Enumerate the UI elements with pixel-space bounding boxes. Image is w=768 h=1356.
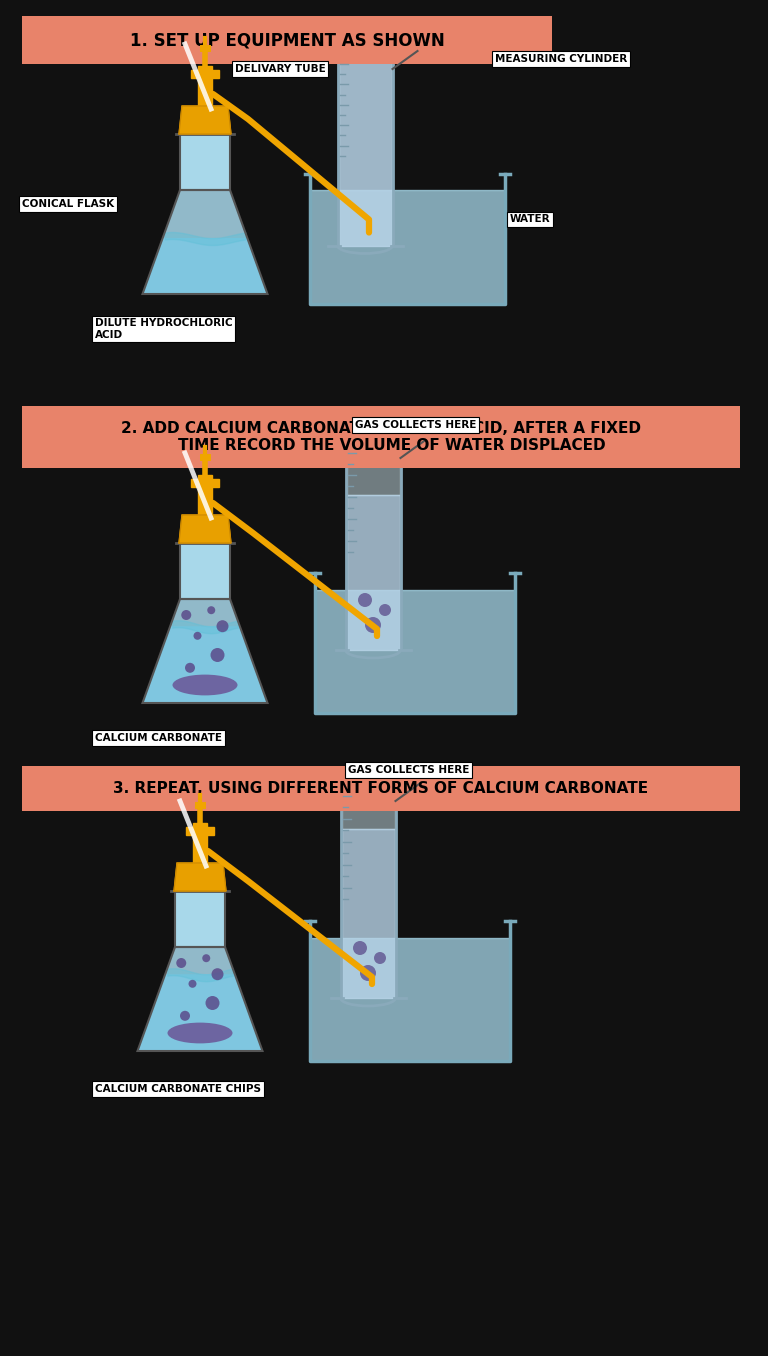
Text: CALCIUM CARBONATE CHIPS: CALCIUM CARBONATE CHIPS (95, 1083, 261, 1094)
Polygon shape (143, 626, 267, 702)
Circle shape (211, 968, 223, 980)
Polygon shape (346, 445, 399, 495)
Text: 2. ADD CALCIUM CARBONATE CHIPS TO ACID, AFTER A FIXED
    TIME RECORD THE VOLUME: 2. ADD CALCIUM CARBONATE CHIPS TO ACID, … (121, 420, 641, 453)
Circle shape (176, 957, 187, 968)
Text: 1. SET UP EQUIPMENT AS SHOWN: 1. SET UP EQUIPMENT AS SHOWN (130, 31, 445, 49)
FancyBboxPatch shape (22, 405, 740, 468)
Text: WATER: WATER (510, 214, 551, 225)
Circle shape (185, 663, 195, 673)
Polygon shape (193, 823, 207, 862)
Circle shape (353, 941, 367, 955)
Polygon shape (339, 56, 392, 245)
Text: CALCIUM CARBONATE: CALCIUM CARBONATE (95, 734, 222, 743)
Ellipse shape (167, 1022, 233, 1043)
Text: DILUTE HYDROCHLORIC
ACID: DILUTE HYDROCHLORIC ACID (95, 319, 233, 340)
Circle shape (210, 648, 224, 662)
Polygon shape (179, 515, 231, 542)
Circle shape (374, 952, 386, 964)
Polygon shape (191, 71, 219, 79)
Polygon shape (198, 475, 212, 515)
Text: CONICAL FLASK: CONICAL FLASK (22, 199, 114, 209)
Polygon shape (310, 938, 510, 1060)
Polygon shape (137, 946, 263, 1051)
FancyBboxPatch shape (22, 16, 552, 64)
Polygon shape (346, 495, 399, 650)
Circle shape (202, 955, 210, 963)
Text: GAS COLLECTS HERE: GAS COLLECTS HERE (355, 420, 476, 430)
Circle shape (206, 997, 220, 1010)
Circle shape (181, 610, 191, 620)
FancyBboxPatch shape (22, 766, 740, 811)
Text: DELIVARY TUBE: DELIVARY TUBE (235, 64, 326, 75)
Polygon shape (315, 590, 515, 713)
Polygon shape (186, 827, 214, 835)
Circle shape (360, 965, 376, 980)
Text: MEASURING CYLINDER: MEASURING CYLINDER (495, 54, 627, 64)
Circle shape (365, 617, 381, 633)
Polygon shape (137, 974, 263, 1051)
Circle shape (180, 1010, 190, 1021)
Ellipse shape (173, 674, 237, 696)
Circle shape (188, 980, 197, 987)
Polygon shape (143, 190, 267, 294)
FancyBboxPatch shape (180, 134, 230, 190)
Polygon shape (310, 190, 505, 304)
Circle shape (379, 603, 391, 616)
FancyBboxPatch shape (180, 542, 230, 599)
Polygon shape (198, 66, 212, 106)
Circle shape (358, 593, 372, 607)
Polygon shape (143, 239, 267, 294)
Polygon shape (174, 862, 226, 891)
Polygon shape (143, 599, 267, 702)
Text: 3. REPEAT, USING DIFFERENT FORMS OF CALCIUM CARBONATE: 3. REPEAT, USING DIFFERENT FORMS OF CALC… (114, 781, 648, 796)
Polygon shape (191, 479, 219, 487)
Circle shape (217, 620, 229, 632)
Circle shape (207, 606, 215, 614)
Circle shape (194, 632, 201, 640)
Polygon shape (342, 830, 395, 998)
Polygon shape (342, 788, 395, 830)
Polygon shape (179, 106, 231, 134)
FancyBboxPatch shape (175, 891, 225, 946)
Text: GAS COLLECTS HERE: GAS COLLECTS HERE (348, 765, 469, 776)
